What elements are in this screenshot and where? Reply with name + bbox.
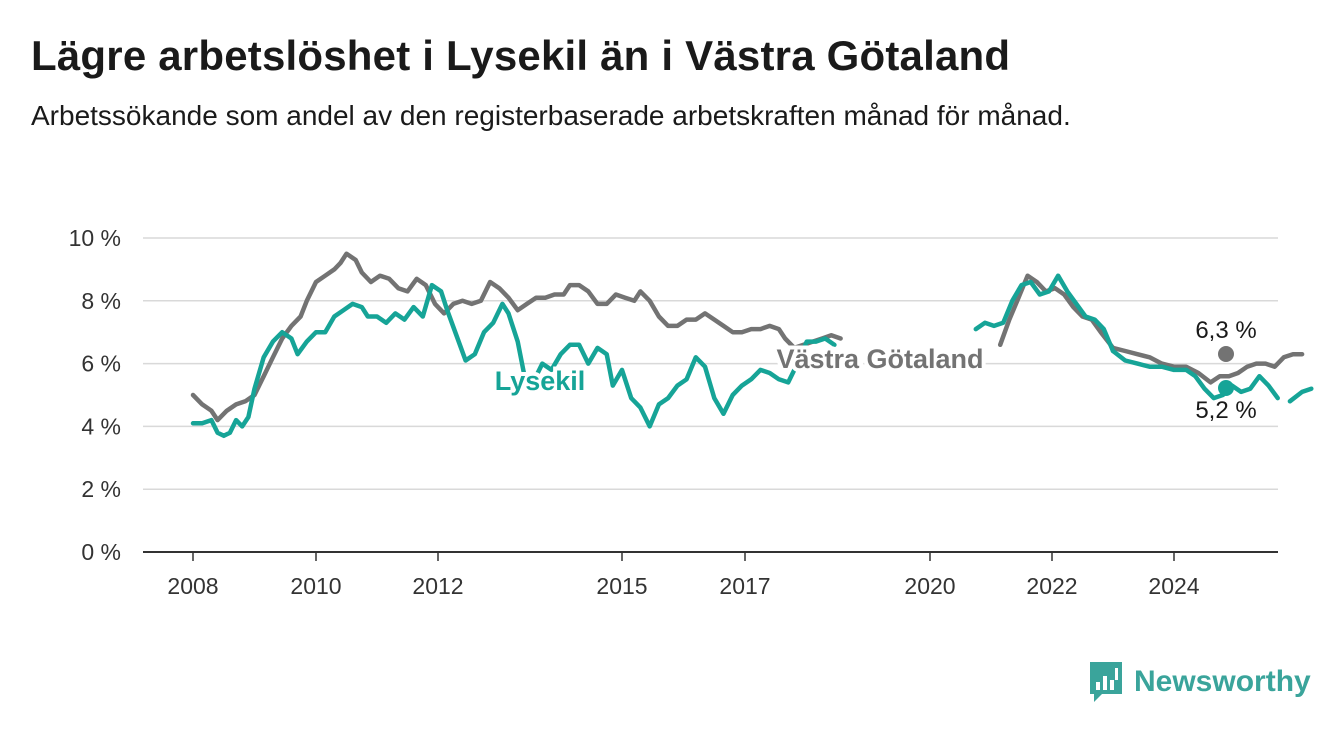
series-end-point [1218,346,1234,362]
series-line-lysekil [1110,348,1280,401]
end-value-label: 6,3 % [1195,317,1256,344]
series-labels: 6,3 % 5,2 % Västra Götaland Lysekil [491,317,1257,424]
brand-name: Newsworthy [1134,665,1311,698]
y-tick-label: 4 % [81,413,121,439]
series-line-vastra-gotaland [190,251,843,423]
series-end-point [1218,380,1234,396]
x-tick-label: 2012 [412,573,463,599]
series-label-lysekil: Lysekil [495,366,586,396]
series-line-lysekil [1287,386,1314,404]
series-lines [190,251,1314,439]
x-tick-label: 2008 [167,573,218,599]
line-chart: 0 % 2 % 4 % 6 % 8 % 10 % 2008 2010 2012 2015 2017… [69,225,1314,599]
page-subtitle: Arbetssökande som andel av den registerb… [31,100,1071,131]
series-line-vastra-gotaland [1110,345,1305,385]
x-axis-ticks: 2008 2010 2012 2015 2017 2020 2022 2024 [167,552,1200,599]
end-value-label: 5,2 % [1195,397,1256,424]
series-label-vastra-gotaland: Västra Götaland [776,344,983,374]
y-tick-label: 10 % [69,225,121,251]
series-line-lysekil [190,282,837,439]
y-axis-ticks: 0 % 2 % 4 % 6 % 8 % 10 % [69,225,121,565]
y-tick-label: 8 % [81,288,121,314]
x-tick-label: 2015 [596,573,647,599]
y-tick-label: 0 % [81,539,121,565]
x-tick-label: 2024 [1148,573,1199,599]
bar-chart-icon [1090,662,1122,702]
y-tick-label: 2 % [81,476,121,502]
newsworthy-logo: Newsworthy [1088,660,1311,704]
x-tick-label: 2017 [719,573,770,599]
y-tick-label: 6 % [81,351,121,377]
grid-lines [143,237,1278,553]
x-tick-label: 2022 [1026,573,1077,599]
x-tick-label: 2010 [290,573,341,599]
series-line-vastra-gotaland [997,273,1116,351]
page-title: Lägre arbetslöshet i Lysekil än i Västra… [31,32,1011,79]
series-line-lysekil [973,273,1116,354]
x-tick-label: 2020 [904,573,955,599]
